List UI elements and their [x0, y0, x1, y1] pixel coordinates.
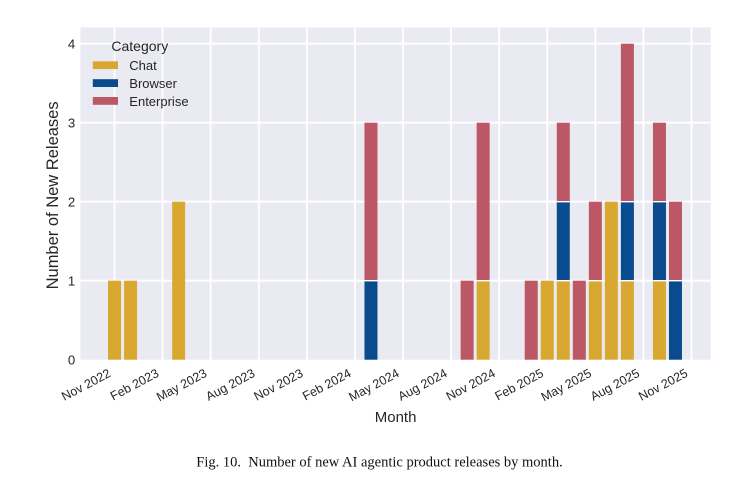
svg-text:Nov 2022: Nov 2022	[59, 366, 113, 404]
svg-text:May 2023: May 2023	[154, 366, 209, 404]
svg-text:Nov 2025: Nov 2025	[636, 366, 690, 404]
svg-text:4: 4	[68, 36, 75, 51]
svg-text:Feb 2023: Feb 2023	[108, 366, 161, 403]
svg-text:Feb 2024: Feb 2024	[300, 366, 353, 403]
svg-text:Aug 2023: Aug 2023	[203, 366, 257, 404]
svg-text:Category: Category	[111, 38, 168, 54]
svg-text:Aug 2025: Aug 2025	[588, 366, 642, 404]
svg-text:Browser: Browser	[129, 76, 177, 91]
svg-text:Enterprise: Enterprise	[129, 94, 188, 109]
svg-text:3: 3	[68, 115, 75, 130]
svg-text:Aug 2024: Aug 2024	[396, 366, 450, 404]
svg-text:May 2024: May 2024	[346, 366, 401, 404]
svg-text:Number of New Releases: Number of New Releases	[44, 101, 62, 289]
svg-text:0: 0	[68, 352, 75, 367]
svg-text:May 2025: May 2025	[539, 366, 594, 404]
svg-text:Nov 2023: Nov 2023	[252, 366, 306, 404]
svg-text:2: 2	[68, 194, 75, 209]
svg-text:Month: Month	[375, 409, 417, 426]
svg-text:Nov 2024: Nov 2024	[444, 366, 498, 404]
svg-text:Chat: Chat	[129, 58, 157, 73]
svg-text:Feb 2025: Feb 2025	[493, 366, 546, 403]
svg-text:1: 1	[68, 273, 75, 288]
svg-text:Fig. 10. Number of new AI age: Fig. 10. Number of new AI agentic produc…	[196, 455, 562, 471]
